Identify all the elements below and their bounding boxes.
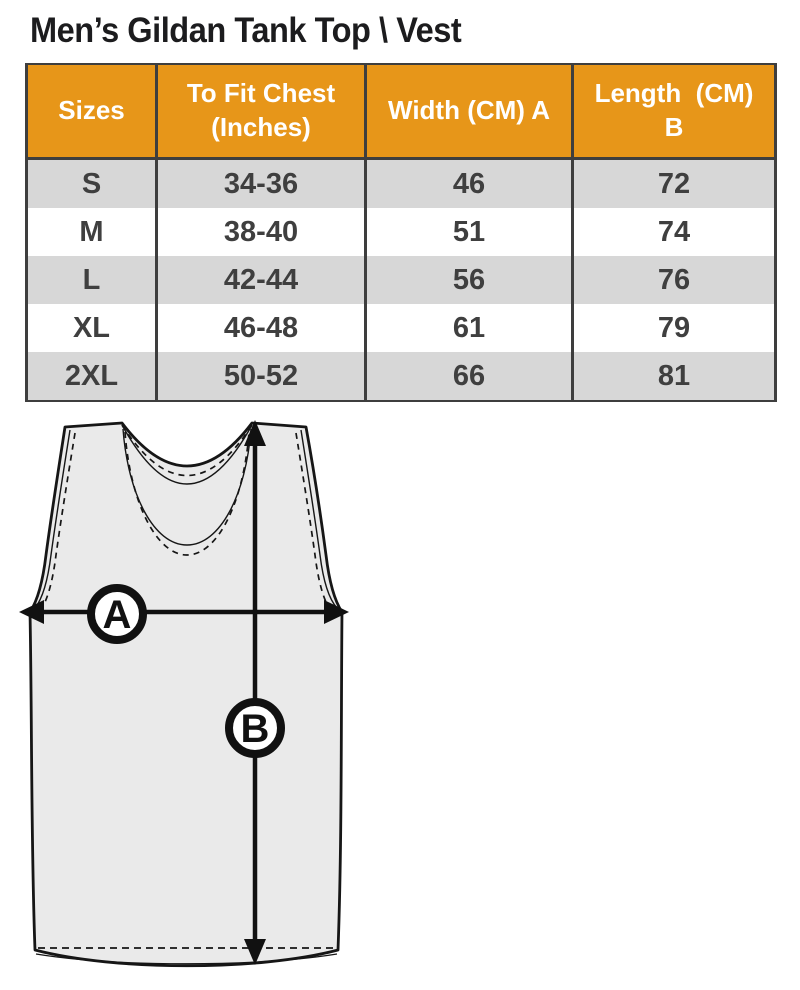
table-row: L 42-44 56 76 — [25, 256, 777, 304]
table-cell: 42-44 — [155, 256, 367, 304]
table-cell: 74 — [571, 208, 777, 256]
arrowhead-right — [324, 600, 349, 624]
column-header-width: Width (CM) A — [364, 63, 574, 160]
hem-inner-line — [35, 953, 338, 965]
table-cell: 46 — [364, 158, 574, 208]
width-arrow — [19, 600, 349, 624]
neck-stitch-line — [121, 424, 253, 477]
header-row: Sizes To Fit Chest (Inches) Width (CM) A… — [25, 63, 777, 160]
table-cell: 46-48 — [155, 304, 367, 352]
size-chart-table: Sizes To Fit Chest (Inches) Width (CM) A… — [25, 63, 777, 402]
width-marker-label: A — [103, 593, 132, 637]
table-cell: 61 — [364, 304, 574, 352]
tank-top-diagram: A B — [16, 415, 366, 985]
table-cell: 66 — [364, 352, 574, 401]
table-cell: 79 — [571, 304, 777, 352]
table-row: 2XL 50-52 66 81 — [25, 352, 777, 401]
armhole-binding-right — [300, 429, 338, 609]
tank-top-outline — [28, 421, 344, 968]
table-cell: L — [25, 256, 158, 304]
table-row: S 34-36 46 72 — [25, 158, 777, 208]
table-cell: 81 — [571, 352, 777, 401]
column-header-chest: To Fit Chest (Inches) — [155, 63, 367, 160]
column-header-text: (Inches) — [211, 112, 311, 142]
table-cell: 51 — [364, 208, 574, 256]
length-marker-label: B — [241, 707, 270, 751]
front-scoop-line — [122, 428, 252, 546]
neck-binding-line — [121, 424, 253, 485]
column-header-sizes: Sizes — [25, 63, 158, 160]
table-cell: 50-52 — [155, 352, 367, 401]
table-cell: S — [25, 158, 158, 208]
table-cell: 72 — [571, 158, 777, 208]
armhole-stitch-right — [295, 432, 332, 612]
stitch-lines — [34, 424, 338, 965]
table-row: XL 46-48 61 79 — [25, 304, 777, 352]
arrowhead-down — [244, 939, 266, 965]
arrowhead-left — [19, 600, 44, 624]
column-header-text: Sizes — [58, 95, 125, 126]
table-row: M 38-40 51 74 — [25, 208, 777, 256]
tank-top-sketch: A B — [19, 420, 349, 968]
armhole-binding-left — [34, 429, 71, 609]
arrowhead-up — [244, 420, 266, 446]
length-marker: B — [225, 698, 285, 758]
width-marker: A — [87, 584, 147, 644]
table-cell: XL — [25, 304, 158, 352]
front-scoop-stitch — [124, 431, 250, 556]
table-cell: 56 — [364, 256, 574, 304]
table-cell: 2XL — [25, 352, 158, 401]
column-header-text: B — [664, 112, 684, 142]
table-cell: M — [25, 208, 158, 256]
table-cell: 34-36 — [155, 158, 367, 208]
table-cell: 76 — [571, 256, 777, 304]
column-header-length: Length (CM) B — [571, 63, 777, 160]
column-header-text: Width (CM) A — [388, 95, 550, 126]
length-arrow — [244, 420, 266, 965]
column-header-text: To Fit Chest — [186, 78, 336, 109]
page-title: Men’s Gildan Tank Top \ Vest — [30, 11, 462, 50]
column-header-text: Length (CM) — [594, 78, 754, 109]
armhole-stitch-left — [39, 432, 76, 612]
table-cell: 38-40 — [155, 208, 367, 256]
